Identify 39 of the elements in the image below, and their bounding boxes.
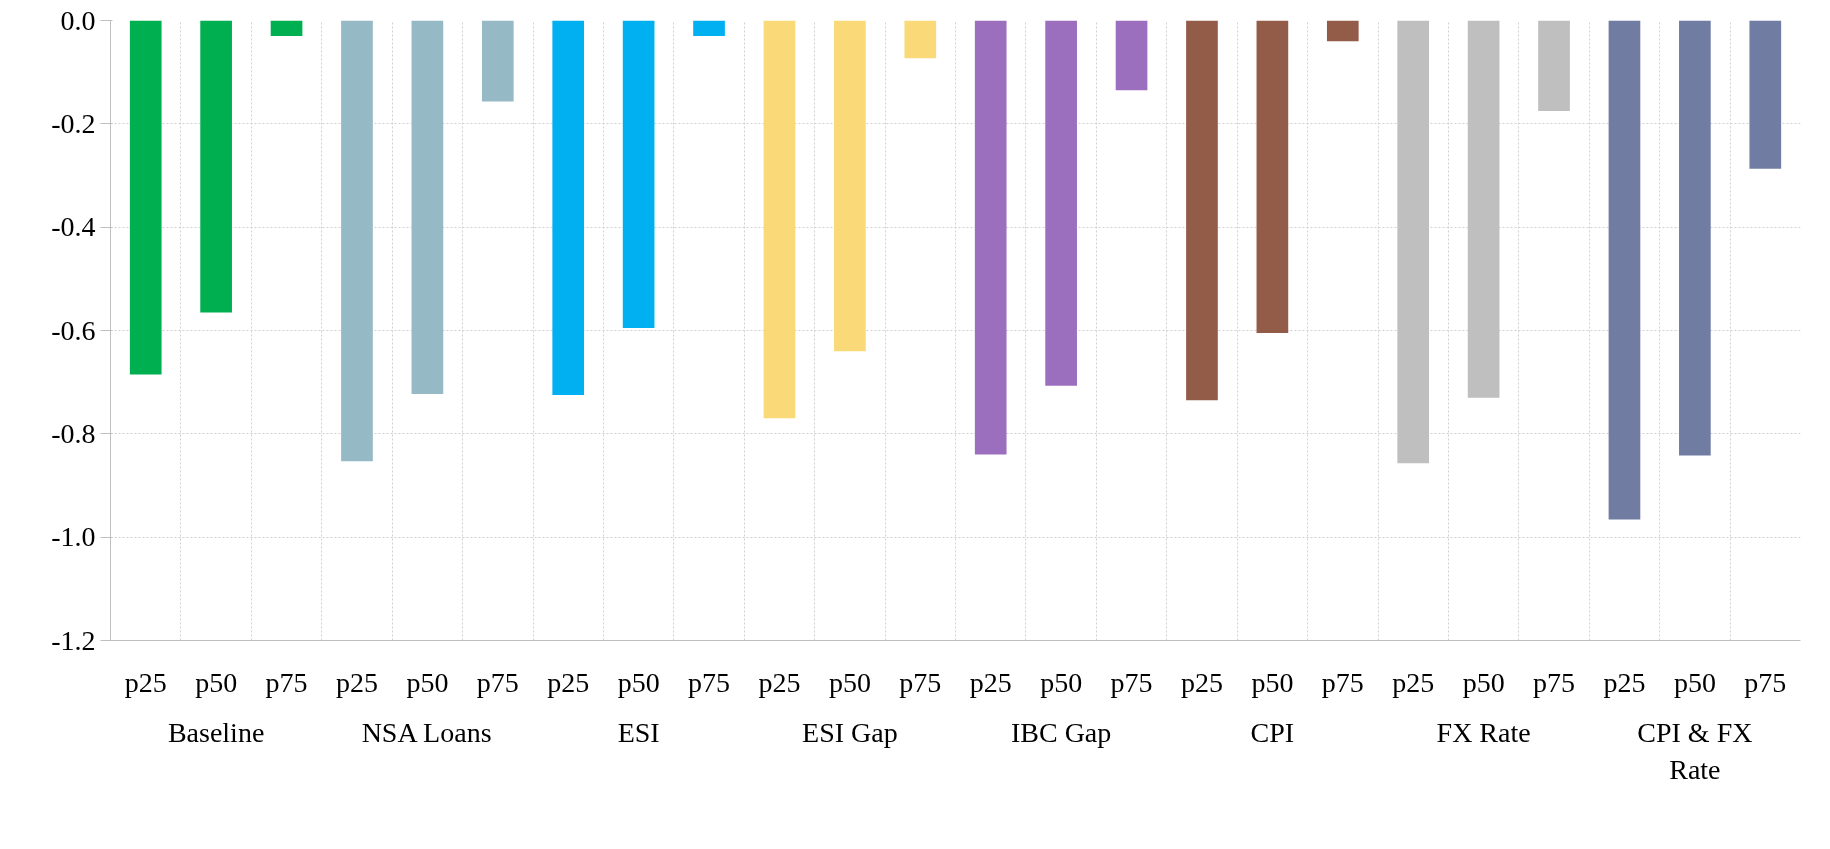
x-tick-label: p50: [1462, 666, 1505, 698]
text: CPI: [1250, 716, 1295, 748]
x-tick-label: p25: [1392, 666, 1435, 698]
y-tick-label: -0.6: [51, 314, 96, 346]
x-tick-label: p75: [1321, 666, 1364, 698]
x-tick-label: p75: [1533, 666, 1576, 698]
x-tick-label: p25: [969, 666, 1012, 698]
x-tick-label: p50: [617, 666, 660, 698]
y-tick-label: -0.8: [51, 417, 96, 449]
x-tick-label: p50: [828, 666, 871, 698]
text: CPI & FX Rate: [1637, 716, 1753, 785]
x-tick-label: p50: [1040, 666, 1083, 698]
x-tick-label: p75: [1744, 666, 1787, 698]
x-tick-label: p25: [1180, 666, 1223, 698]
x-tick-label: p75: [265, 666, 308, 698]
y-tick-label: -0.2: [51, 107, 96, 139]
x-tick-label: p50: [406, 666, 449, 698]
text: FX Rate: [1436, 716, 1531, 748]
x-tick-label: p25: [547, 666, 590, 698]
text: ESI Gap: [802, 716, 898, 748]
x-tick-label: p25: [758, 666, 801, 698]
x-tick-label: p50: [195, 666, 238, 698]
x-tick-label: p25: [124, 666, 167, 698]
x-tick-label: p25: [335, 666, 378, 698]
y-tick-label: -1.0: [51, 521, 96, 553]
text: Baseline: [167, 716, 265, 748]
y-tick-label: -1.2: [51, 624, 96, 656]
x-tick-label: p75: [476, 666, 519, 698]
y-tick-label: -0.4: [51, 211, 96, 243]
x-tick-label: p50: [1673, 666, 1716, 698]
text: NSA Loans: [361, 716, 492, 748]
x-tick-label: p75: [899, 666, 942, 698]
text: ESI: [617, 716, 660, 748]
text: IBC Gap: [1010, 716, 1112, 748]
x-tick-label: p75: [688, 666, 731, 698]
x-tick-label: p50: [1251, 666, 1294, 698]
x-tick-label: p75: [1110, 666, 1153, 698]
x-tick-label: p25: [1603, 666, 1646, 698]
y-tick-label: 0.0: [60, 4, 96, 36]
